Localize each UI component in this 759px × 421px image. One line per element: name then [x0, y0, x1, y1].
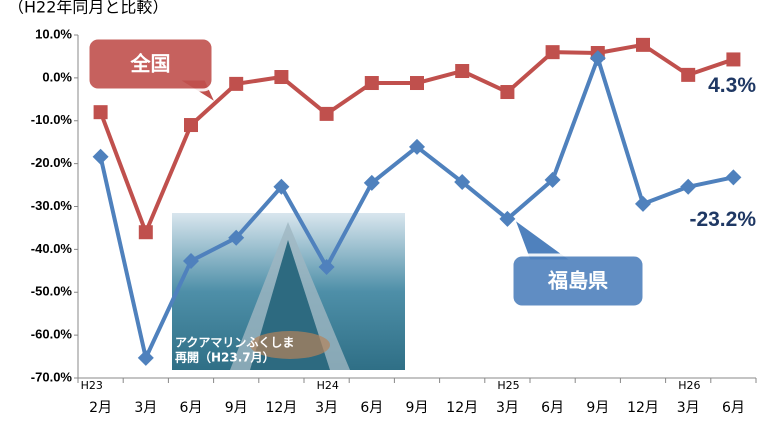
y-tick-label: -10.0%	[31, 112, 73, 127]
series-callout: 福島県	[512, 220, 644, 307]
x-tick-label: 6月	[722, 400, 745, 416]
y-tick-label: -50.0%	[31, 284, 73, 299]
point	[410, 76, 424, 90]
x-tick-label: 2月	[89, 400, 112, 416]
point	[636, 38, 650, 52]
point	[229, 77, 243, 91]
year-label: H23	[81, 379, 103, 392]
photo-caption: アクアマリンふくしま	[175, 336, 294, 350]
x-tick-label: 6月	[360, 400, 383, 416]
point	[681, 68, 695, 82]
y-tick-label: -20.0%	[31, 155, 73, 170]
x-tick-label: 12月	[265, 400, 297, 416]
x-tick-label: 3月	[134, 400, 157, 416]
y-tick-label: -70.0%	[31, 369, 73, 384]
x-tick-label: 9月	[586, 400, 609, 416]
point	[93, 149, 109, 165]
year-label: H24	[317, 379, 339, 392]
x-tick-label: 12月	[627, 400, 659, 416]
legend-label: 福島県	[547, 269, 608, 293]
chart: （H22年同月と比較） アクアマリンふくしま 再開（H23.7月） 10.0% 0…	[0, 0, 759, 421]
point	[184, 118, 198, 132]
y-tick-label: 10.0%	[35, 26, 72, 41]
x-tick-label: 6月	[541, 400, 564, 416]
x-tick-label: 3月	[315, 400, 338, 416]
y-tick-label: -60.0%	[31, 327, 73, 342]
point	[365, 76, 379, 90]
legend-label: 全国	[130, 52, 171, 76]
x-tick-label: 3月	[677, 400, 700, 416]
subtitle: （H22年同月と比較）	[8, 0, 168, 17]
y-tick-label: -30.0%	[31, 198, 73, 213]
photo: アクアマリンふくしま 再開（H23.7月）	[172, 213, 405, 370]
photo-caption: 再開（H23.7月）	[175, 350, 275, 365]
point	[546, 45, 560, 59]
x-tick-label: 9月	[225, 400, 248, 416]
point	[274, 70, 288, 84]
x-tick-label: 12月	[446, 400, 478, 416]
x-tick-label: 3月	[496, 400, 519, 416]
x-tick-label: 6月	[180, 400, 203, 416]
series-callout: 全国	[88, 38, 215, 102]
value-label: -23.2%	[689, 208, 756, 231]
point	[500, 85, 514, 99]
y-tick-label: -40.0%	[31, 241, 73, 256]
point	[725, 169, 741, 185]
y-tick-label: 0.0%	[42, 69, 72, 84]
value-label: 4.3%	[708, 74, 756, 97]
year-label: H26	[678, 379, 700, 392]
point	[726, 52, 740, 66]
point	[455, 64, 469, 78]
point	[94, 105, 108, 119]
point	[680, 179, 696, 195]
x-tick-label: 9月	[406, 400, 429, 416]
point	[320, 107, 334, 121]
year-label: H25	[497, 379, 519, 392]
point	[635, 196, 651, 212]
point	[139, 225, 153, 239]
point	[138, 350, 154, 366]
